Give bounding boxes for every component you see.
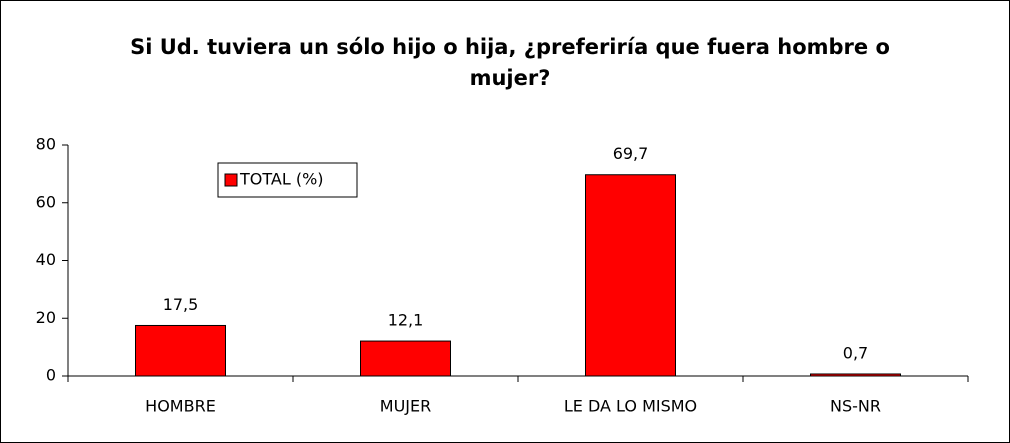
chart-title: Si Ud. tuviera un sólo hijo o hija, ¿pre… (130, 35, 890, 90)
y-tick-label: 80 (36, 135, 56, 154)
bar (360, 340, 451, 377)
value-label: 12,1 (388, 311, 424, 330)
y-tick-label: 40 (36, 250, 56, 269)
bar (135, 324, 226, 377)
bar (585, 174, 676, 377)
x-tick-label: HOMBRE (145, 397, 216, 416)
value-label: 69,7 (613, 144, 649, 163)
legend-swatch (224, 173, 238, 187)
y-tick-label: 20 (36, 308, 56, 327)
value-label: 0,7 (843, 343, 868, 362)
legend-label: TOTAL (%) (239, 170, 324, 189)
y-tick-label: 0 (46, 366, 56, 385)
x-tick-label: LE DA LO MISMO (564, 397, 697, 416)
x-tick-label: MUJER (380, 397, 431, 416)
x-tick-label: NS-NR (830, 397, 881, 416)
value-label: 17,5 (163, 295, 199, 314)
legend-box (217, 162, 358, 198)
bar (810, 373, 901, 377)
y-tick-label: 60 (36, 192, 56, 211)
